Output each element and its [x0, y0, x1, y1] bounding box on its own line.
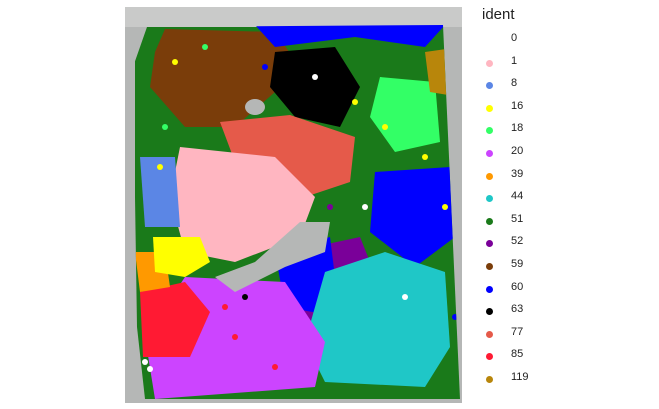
region-spots-8: [140, 157, 180, 227]
legend-item: 59: [478, 257, 653, 280]
tissue-gap-center: [215, 222, 330, 292]
legend-item: 85: [478, 347, 653, 370]
legend-item: 60: [478, 280, 653, 303]
legend-label: 119: [511, 370, 529, 383]
legend-swatch: [486, 82, 493, 90]
legend-label: 85: [511, 348, 524, 361]
legend-item: 119: [478, 370, 653, 393]
legend-item: 1: [478, 54, 653, 77]
legend-item: 51: [478, 212, 653, 235]
legend-item: 8: [478, 76, 653, 99]
legend-label: 52: [511, 235, 524, 248]
legend-label: 63: [511, 303, 524, 316]
legend-item: 63: [478, 302, 653, 325]
legend: ident 0 1 8 16 18 20 39 44 51 52 59 60 63 77 85 119: [478, 5, 653, 393]
region-spots-1: [170, 147, 315, 262]
legend-swatch: [486, 127, 493, 135]
legend-swatch: [486, 172, 493, 180]
legend-item: 16: [478, 99, 653, 122]
legend-label: 77: [511, 325, 524, 338]
region-spots-63: [270, 47, 360, 127]
legend-swatch: [486, 149, 493, 157]
legend-label: 44: [511, 190, 524, 203]
legend-swatch: [486, 330, 493, 338]
region-spots-60-right: [370, 167, 455, 267]
legend-label: 16: [511, 99, 524, 112]
region-spots-85: [140, 282, 210, 357]
legend-item: 77: [478, 325, 653, 348]
region-spots-44: [305, 252, 450, 387]
legend-swatch: [486, 59, 493, 67]
legend-title: ident: [482, 6, 515, 23]
legend-label: 20: [511, 144, 524, 157]
legend-swatch: [486, 217, 493, 225]
legend-item: 0: [478, 31, 653, 54]
legend-label: 0: [511, 32, 518, 44]
legend-item: 44: [478, 189, 653, 212]
legend-label: 1: [511, 54, 518, 67]
legend-label: 60: [511, 280, 524, 293]
legend-item: 20: [478, 144, 653, 167]
region-spots-16: [153, 237, 210, 277]
legend-swatch: [486, 375, 493, 383]
legend-swatch: [486, 195, 493, 203]
legend-item: 52: [478, 234, 653, 257]
legend-swatch: [486, 353, 493, 361]
scattered-spots: [142, 44, 458, 372]
region-spots-77: [220, 115, 355, 197]
legend-swatch: [486, 262, 493, 270]
legend-swatch: [486, 308, 493, 316]
legend-swatch: [486, 37, 493, 44]
legend-label: 18: [511, 122, 524, 135]
spatial-tissue-plot: [125, 7, 462, 403]
legend-label: 59: [511, 257, 524, 270]
tissue-gap-upper: [245, 99, 265, 115]
legend-label: 39: [511, 167, 524, 180]
region-spots-60-top: [255, 25, 445, 47]
legend-items: 0 1 8 16 18 20 39 44 51 52 59 60 63 77 85 119: [478, 31, 653, 393]
legend-item: 18: [478, 121, 653, 144]
legend-label: 8: [511, 77, 518, 90]
legend-swatch: [486, 104, 493, 112]
legend-label: 51: [511, 212, 524, 225]
legend-swatch: [486, 285, 493, 293]
slide-top-strip: [125, 7, 462, 27]
legend-item: 39: [478, 167, 653, 190]
region-spots-18-right: [370, 77, 440, 152]
legend-swatch: [486, 240, 493, 248]
